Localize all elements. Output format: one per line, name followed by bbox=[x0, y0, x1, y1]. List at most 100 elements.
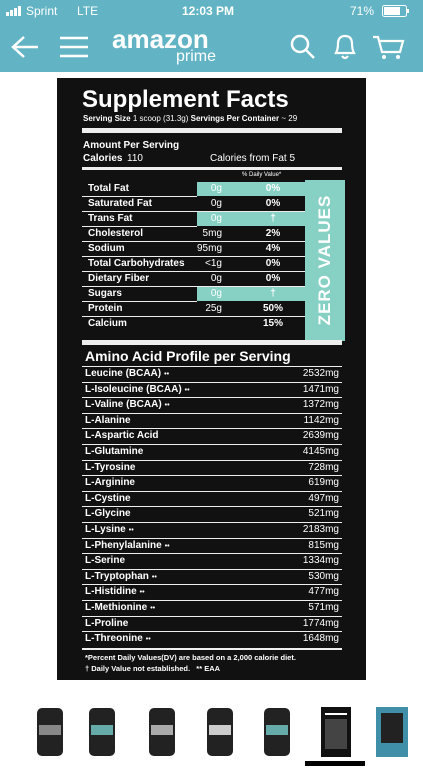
label-title: Supplement Facts bbox=[82, 86, 289, 113]
amino-name: L-Alanine bbox=[85, 414, 131, 426]
amino-name: L-Lysine •• bbox=[85, 524, 134, 535]
zero-values-text: ZERO VALUES bbox=[315, 194, 334, 326]
row-rule bbox=[82, 584, 342, 586]
eaa-mark: •• bbox=[128, 527, 134, 534]
thumbnail[interactable] bbox=[320, 707, 351, 757]
eaa-mark: •• bbox=[164, 371, 170, 378]
highlight bbox=[197, 287, 305, 301]
amino-amount: 1372mg bbox=[302, 399, 339, 411]
cart-button[interactable] bbox=[372, 34, 406, 62]
thumbnail[interactable] bbox=[36, 708, 63, 756]
row-rule bbox=[82, 444, 342, 445]
calories-from-fat: Calories from Fat 5 bbox=[210, 153, 296, 164]
highlight bbox=[197, 182, 305, 196]
row-rule bbox=[82, 631, 342, 633]
amino-name: L-Methionine •• bbox=[85, 602, 156, 613]
amino-amount: 2183mg bbox=[302, 524, 339, 535]
row-rule bbox=[82, 506, 342, 508]
row-rule bbox=[82, 568, 342, 570]
nutrient-amount: 0g bbox=[210, 273, 222, 284]
serving-size: 1 scoop (31.3g) bbox=[132, 114, 189, 123]
nutrient-name: Cholesterol bbox=[88, 228, 144, 239]
row-rule bbox=[82, 366, 342, 367]
calories-label: Calories bbox=[83, 153, 123, 164]
nutrient-name: Sugars bbox=[88, 288, 122, 299]
row-rule bbox=[82, 241, 305, 242]
nutrient-amount: 95mg bbox=[196, 243, 222, 254]
logo[interactable]: amazon bbox=[112, 24, 209, 54]
thumbnail[interactable] bbox=[206, 708, 233, 756]
amino-name: L-Tryptophan •• bbox=[85, 570, 157, 582]
nutrient-name: Dietary Fiber bbox=[88, 273, 150, 284]
thumbnail[interactable] bbox=[148, 708, 175, 756]
row-rule bbox=[82, 522, 342, 523]
nutrient-dv: 0% bbox=[265, 183, 281, 194]
amino-name: L-Glycine bbox=[85, 508, 131, 520]
row-rule bbox=[82, 615, 342, 617]
thumbnails bbox=[36, 707, 408, 766]
row-rule bbox=[82, 316, 305, 317]
search-button[interactable] bbox=[290, 34, 316, 60]
eaa-mark: •• bbox=[150, 605, 156, 612]
dv-header: % Daily Value* bbox=[242, 172, 282, 178]
eaa-mark: •• bbox=[151, 573, 157, 581]
amino-amount: 521mg bbox=[308, 508, 339, 520]
nutrient-amount: 25g bbox=[205, 303, 222, 314]
eaa-mark: •• bbox=[184, 386, 190, 394]
amino-name: L-Arginine bbox=[85, 477, 135, 489]
zero-values-panel bbox=[305, 180, 345, 341]
thumbnail[interactable] bbox=[88, 708, 115, 756]
amino-amount: 815mg bbox=[308, 539, 339, 551]
amino-name: L-Valine (BCAA) •• bbox=[85, 399, 170, 411]
row-rule bbox=[82, 301, 197, 302]
nutrient-dv: † bbox=[270, 213, 276, 224]
nutrient-dv: 15% bbox=[262, 318, 283, 329]
amino-name: L-Phenylalanine •• bbox=[85, 539, 170, 551]
amino-name: L-Glutamine bbox=[85, 446, 144, 457]
nutrient-name: Trans Fat bbox=[88, 213, 133, 224]
calories: 110 bbox=[127, 153, 143, 164]
thumbnail[interactable] bbox=[263, 708, 290, 756]
highlight bbox=[197, 212, 305, 226]
rule bbox=[82, 340, 342, 345]
nutrient-name: Saturated Fat bbox=[88, 198, 152, 209]
notifications-button[interactable] bbox=[332, 33, 358, 61]
amino-amount: 2532mg bbox=[302, 368, 339, 379]
amino-name: L-Serine bbox=[85, 555, 126, 567]
nutrient-amount: 0g bbox=[210, 213, 222, 224]
footnote: † Daily Value not established. ** EAA bbox=[85, 664, 221, 673]
row-rule bbox=[82, 286, 305, 287]
nutrient-dv: 50% bbox=[262, 303, 283, 314]
amino-name: L-Threonine •• bbox=[85, 633, 151, 645]
amino-amount: 1774mg bbox=[302, 617, 339, 629]
row-rule bbox=[82, 490, 342, 492]
amino-name: L-Isoleucine (BCAA) •• bbox=[85, 383, 190, 395]
row-rule bbox=[82, 226, 197, 227]
nutrient-dv: 0% bbox=[265, 258, 281, 269]
menu-button[interactable] bbox=[60, 35, 88, 59]
thumbnail[interactable] bbox=[375, 707, 408, 757]
amino-amount: 497mg bbox=[308, 492, 339, 504]
nutrient-name: Total Fat bbox=[88, 183, 129, 194]
amino-name: L-Aspartic Acid bbox=[85, 430, 159, 442]
amino-name: Leucine (BCAA) •• bbox=[85, 368, 170, 379]
rule bbox=[82, 128, 342, 133]
amount-per-serving: Amount Per Serving bbox=[83, 140, 180, 151]
row-rule bbox=[82, 428, 342, 430]
amino-name: L-Tyrosine bbox=[85, 461, 136, 473]
amino-amount: 1471mg bbox=[302, 383, 339, 395]
row-rule bbox=[82, 459, 342, 461]
servings-label: Servings Per Container bbox=[190, 114, 280, 123]
row-rule bbox=[82, 271, 305, 272]
row-rule bbox=[82, 256, 305, 257]
amino-amount: 4145mg bbox=[302, 446, 339, 457]
nutrient-name: Protein bbox=[88, 303, 123, 314]
servings: ~ 29 bbox=[281, 114, 298, 123]
nutrient-amount: 0g bbox=[210, 288, 222, 299]
back-button[interactable] bbox=[10, 34, 40, 60]
amino-amount: 571mg bbox=[308, 602, 339, 613]
nutrient-amount: 5mg bbox=[202, 228, 222, 239]
row-rule bbox=[82, 211, 305, 212]
battery-icon bbox=[382, 5, 409, 17]
amino-amount: 530mg bbox=[308, 570, 339, 582]
